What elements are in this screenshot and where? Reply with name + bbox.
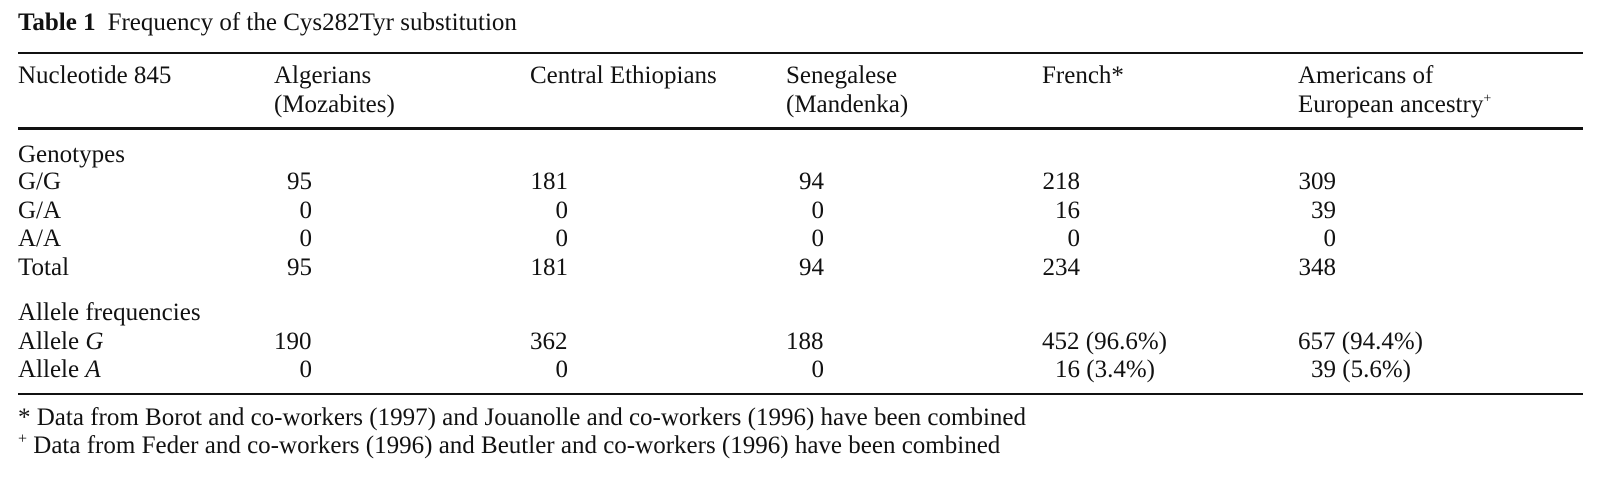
column-header-senegalese: Senegalese (Mandenka): [786, 62, 909, 118]
table-cell: 94: [799, 254, 824, 281]
table-cell: 0: [811, 197, 825, 224]
table-cell: 181: [530, 254, 569, 281]
table-cell: 190: [274, 328, 312, 355]
footnote-mark: *: [18, 404, 31, 431]
footnote-mark: +: [18, 430, 28, 448]
table-caption: Frequency of the Cys282Tyr substitution: [107, 9, 517, 36]
row-label: Allele A: [18, 356, 101, 383]
table-cell: 188: [786, 328, 824, 355]
table-cell: 0: [555, 197, 569, 224]
table-cell: 181: [530, 168, 569, 195]
table-cell: 0: [555, 356, 569, 383]
table-cell: 0: [811, 356, 825, 383]
table-cell: 452 (96.6%): [1042, 328, 1167, 355]
section-heading-allele-frequencies: Allele frequencies: [18, 299, 201, 326]
table-cell: 39: [1311, 197, 1336, 224]
header-rule: [18, 127, 1583, 130]
table-cell: 0: [555, 225, 569, 252]
table-cell: 39 (5.6%): [1311, 356, 1411, 383]
footnote-2: + Data from Feder and co-workers (1996) …: [18, 431, 1000, 460]
footnote-text: Data from Borot and co-workers (1997) an…: [36, 404, 1027, 431]
table-cell: 657 (94.4%): [1298, 328, 1423, 355]
column-header-nucleotide: Nucleotide 845: [18, 62, 172, 89]
row-label: Total: [18, 254, 70, 281]
table-cell: 218: [1042, 168, 1081, 195]
table-cell: 95: [287, 168, 312, 195]
table-cell: 16 (3.4%): [1055, 356, 1155, 383]
section-heading-genotypes: Genotypes: [18, 141, 125, 168]
table-cell: 0: [1067, 225, 1081, 252]
column-header-americans: Americans of European ancestry+: [1298, 62, 1492, 118]
row-label: Allele G: [18, 328, 104, 355]
top-rule: [18, 52, 1583, 54]
table-cell: 16: [1055, 197, 1080, 224]
row-label: G/G: [18, 168, 62, 195]
table-cell: 0: [299, 197, 313, 224]
table-cell: 0: [1323, 225, 1337, 252]
footnote-marker: +: [1483, 91, 1492, 107]
column-header-central-ethiopians: Central Ethiopians: [530, 62, 717, 89]
table-cell: 348: [1298, 254, 1337, 281]
table-cell: 0: [299, 356, 313, 383]
table-cell: 0: [299, 225, 313, 252]
footnote-1: * Data from Borot and co-workers (1997) …: [18, 403, 1026, 432]
footnote-text: Data from Feder and co-workers (1996) an…: [33, 432, 1001, 459]
column-header-french: French*: [1042, 62, 1124, 89]
column-header-algerians: Algerians (Mozabites): [274, 62, 395, 118]
table-cell: 309: [1298, 168, 1337, 195]
table-title: Table 1 Frequency of the Cys282Tyr substi…: [18, 9, 517, 37]
table-cell: 234: [1042, 254, 1081, 281]
row-label: A/A: [18, 225, 62, 252]
table-label: Table 1: [18, 9, 96, 36]
row-label: G/A: [18, 197, 62, 224]
bottom-rule: [18, 393, 1583, 395]
table-cell: 362: [530, 328, 568, 355]
table-cell: 94: [799, 168, 824, 195]
table-cell: 95: [287, 254, 312, 281]
table-cell: 0: [811, 225, 825, 252]
